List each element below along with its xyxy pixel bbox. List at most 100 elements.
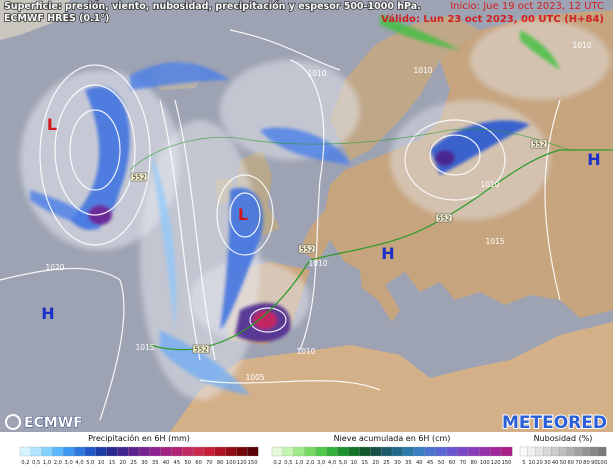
legend-tick: 5,0 [86,460,94,466]
thickness-label: 552 [194,346,207,354]
legend-tick: 50 [560,460,567,466]
legend-tick: 30 [544,460,551,466]
legend-tick: 15 [361,460,368,466]
map-labels: L L H H H 1010 1010 1020 1015 1010 1005 1010 1010 101… [41,41,600,382]
legend-swatch [160,446,172,457]
legend-tick: 45 [427,460,434,466]
legend-tick: 5 [522,460,525,466]
legend-tick: 10 [351,460,358,466]
legend-swatch [106,446,118,457]
legend-swatch [52,446,64,457]
legend-tick: 70 [206,460,213,466]
legend-tick: 80 [217,460,224,466]
legend-swatch [117,446,129,457]
precipitation [30,15,560,395]
logo-left: ECMWF [24,415,83,431]
legend-swatch [73,446,86,457]
legend-tick: 80 [583,460,590,466]
legend-swatch [558,446,568,457]
legend-swatch [304,446,317,457]
legend-tick: 1,0 [295,460,303,466]
legend-swatch [590,446,599,457]
legend-tick: 40 [416,460,423,466]
legend-tick: 0,2 [21,460,29,466]
thickness-label: 552 [532,141,545,149]
legend-tick: 10 [98,460,105,466]
legend-title: Nubosidad (%) [534,434,593,443]
legend-swatch [236,446,248,457]
legend-tick: 25 [383,460,390,466]
legend-swatch [214,446,226,457]
legend-swatch [527,446,537,457]
legend-swatch [543,446,552,457]
isobar-label: 1020 [45,263,64,272]
legend-swatch [203,446,216,457]
scandinavia [330,15,480,160]
legend-tick: 80 [471,460,478,466]
legend-tick: 0,5 [284,460,292,466]
legend-tick: 70 [575,460,582,466]
legend-swatch [19,446,32,457]
legend-swatch [171,446,183,457]
legend-tick: 3,0 [317,460,325,466]
pressure-center: H [381,244,394,263]
legend-title: Precipitación en 6H (mm) [88,433,190,443]
legend-tick: 2,0 [54,460,62,466]
legend-swatch [282,446,295,457]
legend-tick: 20 [372,460,379,466]
legend-swatch [326,446,338,457]
legend-tick: 40 [552,460,559,466]
legend-tick: 3,0 [65,460,73,466]
africa [170,322,613,432]
legend-swatch [490,446,502,457]
legend-swatch [468,446,480,457]
greenland [0,0,70,40]
legend-tick: 100 [226,460,236,466]
legend-swatch [391,446,404,457]
legend-tick: 0,2 [273,460,281,466]
legend-swatch [293,446,306,457]
legend-swatch [138,446,151,457]
legend-tick: 20 [536,460,543,466]
legend-swatch [30,446,43,457]
pressure-center: L [238,205,248,224]
legend-tick: 50 [184,460,191,466]
isobar-label: 1015 [485,237,504,246]
legend-swatch [479,446,491,457]
legend-tick: 35 [405,460,412,466]
legend-swatch [566,446,576,457]
legend-tick: 120 [237,460,247,466]
thickness-box [530,139,548,149]
thickness-box [192,344,210,354]
title: Superficie: presión, viento, nubosidad, … [4,1,421,12]
isobar-label: 1010 [413,66,432,75]
legend-tick: 120 [491,460,501,466]
legend-tick: 20 [119,460,126,466]
legend-swatch [535,446,544,457]
map [0,0,613,432]
isobar-label: 1010 [307,69,326,78]
ecmwf-logo: ECMWF [5,414,83,431]
thickness-box [435,213,453,223]
isobar-label: 1010 [572,41,591,50]
legend-swatch [247,446,259,457]
legend-swatch [41,446,53,457]
legend: Precipitación en 6H (mm)0,2 0,5 1,0 2,0 3,0 4… [19,433,607,466]
legend-swatch [337,446,349,457]
legend-tick: 30 [141,460,148,466]
pressure-center: H [41,304,54,323]
thickness-label: 552 [300,246,313,254]
legend-swatch [457,446,469,457]
legend-tick: 40 [163,460,170,466]
legend-tick: 5,0 [339,460,347,466]
legend-swatch [380,446,393,457]
legend-swatch [348,446,360,457]
legend-tick: 50 [438,460,445,466]
legend-swatch [84,446,97,457]
model: ECMWF HRES (0.1°) [4,13,109,24]
legend-swatch [446,446,458,457]
legend-tick: 30 [394,460,401,466]
legend-swatch [598,446,607,457]
legend-swatch [402,446,415,457]
